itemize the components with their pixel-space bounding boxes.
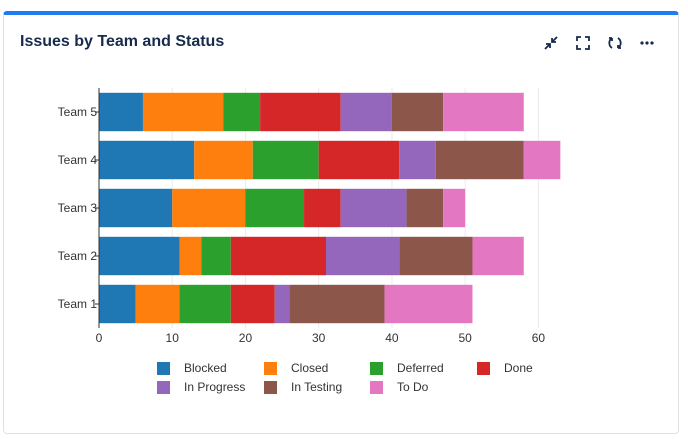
bar-segment[interactable] (142, 92, 224, 132)
y-tick-label: Team 2 (58, 249, 98, 263)
refresh-icon[interactable] (606, 34, 624, 52)
bar-segment[interactable] (194, 140, 253, 180)
x-tick-label: 30 (312, 331, 326, 345)
bars (99, 92, 561, 324)
bar-segment[interactable] (172, 188, 246, 228)
legend-label[interactable]: To Do (397, 380, 429, 394)
bar-segment[interactable] (435, 140, 524, 180)
bar-segment[interactable] (384, 284, 473, 324)
widget-title: Issues by Team and Status (20, 33, 225, 50)
bar-segment[interactable] (99, 140, 195, 180)
legend-label[interactable]: In Testing (291, 380, 342, 394)
legend-swatch[interactable] (157, 362, 170, 375)
bar-segment[interactable] (304, 188, 341, 228)
bar-segment[interactable] (99, 236, 180, 276)
x-tick-label: 40 (385, 331, 399, 345)
fullscreen-icon[interactable] (574, 34, 592, 52)
bar-segment[interactable] (523, 140, 561, 180)
bar-segment[interactable] (289, 284, 385, 324)
bar-segment[interactable] (399, 140, 436, 180)
bar-segment[interactable] (443, 188, 466, 228)
bar-segment[interactable] (223, 92, 261, 132)
legend-swatch[interactable] (157, 381, 170, 394)
x-tick-label: 50 (458, 331, 472, 345)
legend-swatch[interactable] (264, 381, 277, 394)
bar-segment[interactable] (274, 284, 290, 324)
bar-segment[interactable] (230, 236, 327, 276)
bar-segment[interactable] (201, 236, 231, 276)
bar-segment[interactable] (406, 188, 444, 228)
bar-segment[interactable] (340, 188, 407, 228)
bar-segment[interactable] (472, 236, 524, 276)
bar-segment[interactable] (443, 92, 524, 132)
bar-segment[interactable] (252, 140, 319, 180)
bar-segment[interactable] (318, 140, 400, 180)
legend-swatch[interactable] (477, 362, 490, 375)
bar-segment[interactable] (326, 236, 400, 276)
y-tick-label: Team 4 (58, 153, 98, 167)
x-tick-label: 0 (96, 331, 103, 345)
bar-segment[interactable] (391, 92, 444, 132)
bar-segment[interactable] (179, 284, 231, 324)
legend-swatch[interactable] (370, 362, 383, 375)
legend-label[interactable]: Done (504, 361, 533, 375)
bar-segment[interactable] (260, 92, 341, 132)
more-icon[interactable] (638, 34, 656, 52)
legend-label[interactable]: In Progress (184, 380, 245, 394)
legend-label[interactable]: Blocked (184, 361, 227, 375)
legend: Blocked Closed Deferred Done In Progress In T… (157, 361, 533, 394)
legend-swatch[interactable] (264, 362, 277, 375)
x-tick-label: 10 (166, 331, 180, 345)
bar-segment[interactable] (399, 236, 473, 276)
axes: 0 10 20 30 40 50 60 Team 1 Team 2 Team 3 Team 4 Tea… (58, 88, 546, 345)
bar-segment[interactable] (340, 92, 392, 132)
bar-segment[interactable] (135, 284, 180, 324)
bar-segment[interactable] (99, 188, 173, 228)
x-tick-label: 20 (239, 331, 253, 345)
y-tick-label: Team 5 (58, 105, 98, 119)
legend-label[interactable]: Closed (291, 361, 328, 375)
bar-segment[interactable] (230, 284, 275, 324)
bar-segment[interactable] (99, 284, 136, 324)
x-tick-label: 60 (532, 331, 546, 345)
bar-segment[interactable] (245, 188, 305, 228)
legend-label[interactable]: Deferred (397, 361, 444, 375)
y-tick-label: Team 3 (58, 201, 98, 215)
bar-segment[interactable] (99, 92, 143, 132)
bar-segment[interactable] (179, 236, 202, 276)
minimize-icon[interactable] (542, 34, 560, 52)
legend-swatch[interactable] (370, 381, 383, 394)
widget-toolbar (542, 34, 656, 52)
y-tick-label: Team 1 (58, 297, 98, 311)
